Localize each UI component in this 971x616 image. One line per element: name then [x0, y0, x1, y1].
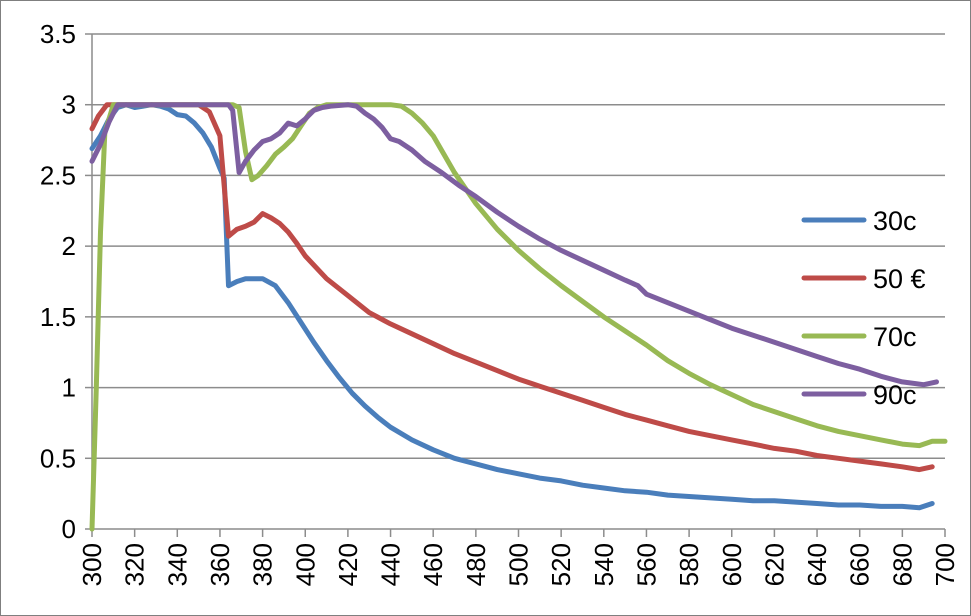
x-tick-label: 400: [290, 543, 320, 586]
x-tick-label: 680: [887, 543, 917, 586]
y-tick-label: 1: [62, 373, 76, 403]
legend-label: 70c: [873, 322, 917, 352]
x-tick-label: 320: [120, 543, 150, 586]
x-tick-label: 340: [162, 543, 192, 586]
y-tick-label: 0: [62, 514, 76, 544]
x-tick-label: 560: [631, 543, 661, 586]
x-tick-label: 620: [759, 543, 789, 586]
y-tick-label: 1.5: [40, 302, 76, 332]
legend-label: 90c: [873, 380, 917, 410]
legend-label: 30c: [873, 206, 917, 236]
x-tick-label: 500: [504, 543, 534, 586]
y-tick-label: 0.5: [40, 443, 76, 473]
series-line-90c: [89, 102, 939, 388]
x-tick-label: 580: [674, 543, 704, 586]
x-tick-label: 540: [589, 543, 619, 586]
x-tick-label: 660: [845, 543, 875, 586]
series-line-30c: [89, 102, 935, 511]
y-tick-label: 2.5: [40, 160, 76, 190]
x-tick-label: 600: [717, 543, 747, 586]
y-tick-label: 3.5: [40, 19, 76, 49]
x-tick-label: 640: [802, 543, 832, 586]
x-tick-label: 420: [333, 543, 363, 586]
x-tick-label: 300: [77, 543, 107, 586]
x-tick-label: 360: [205, 543, 235, 586]
x-tick-label: 440: [376, 543, 406, 586]
x-tick-label: 520: [546, 543, 576, 586]
x-tick-label: 460: [418, 543, 448, 586]
x-tick-label: 380: [248, 543, 278, 586]
x-tick-label: 700: [930, 543, 960, 586]
y-tick-label: 3: [62, 90, 76, 120]
legend-label: 50 €: [873, 264, 926, 294]
y-tick-label: 2: [62, 231, 76, 261]
x-tick-label: 480: [461, 543, 491, 586]
series-line-50: [89, 102, 935, 473]
